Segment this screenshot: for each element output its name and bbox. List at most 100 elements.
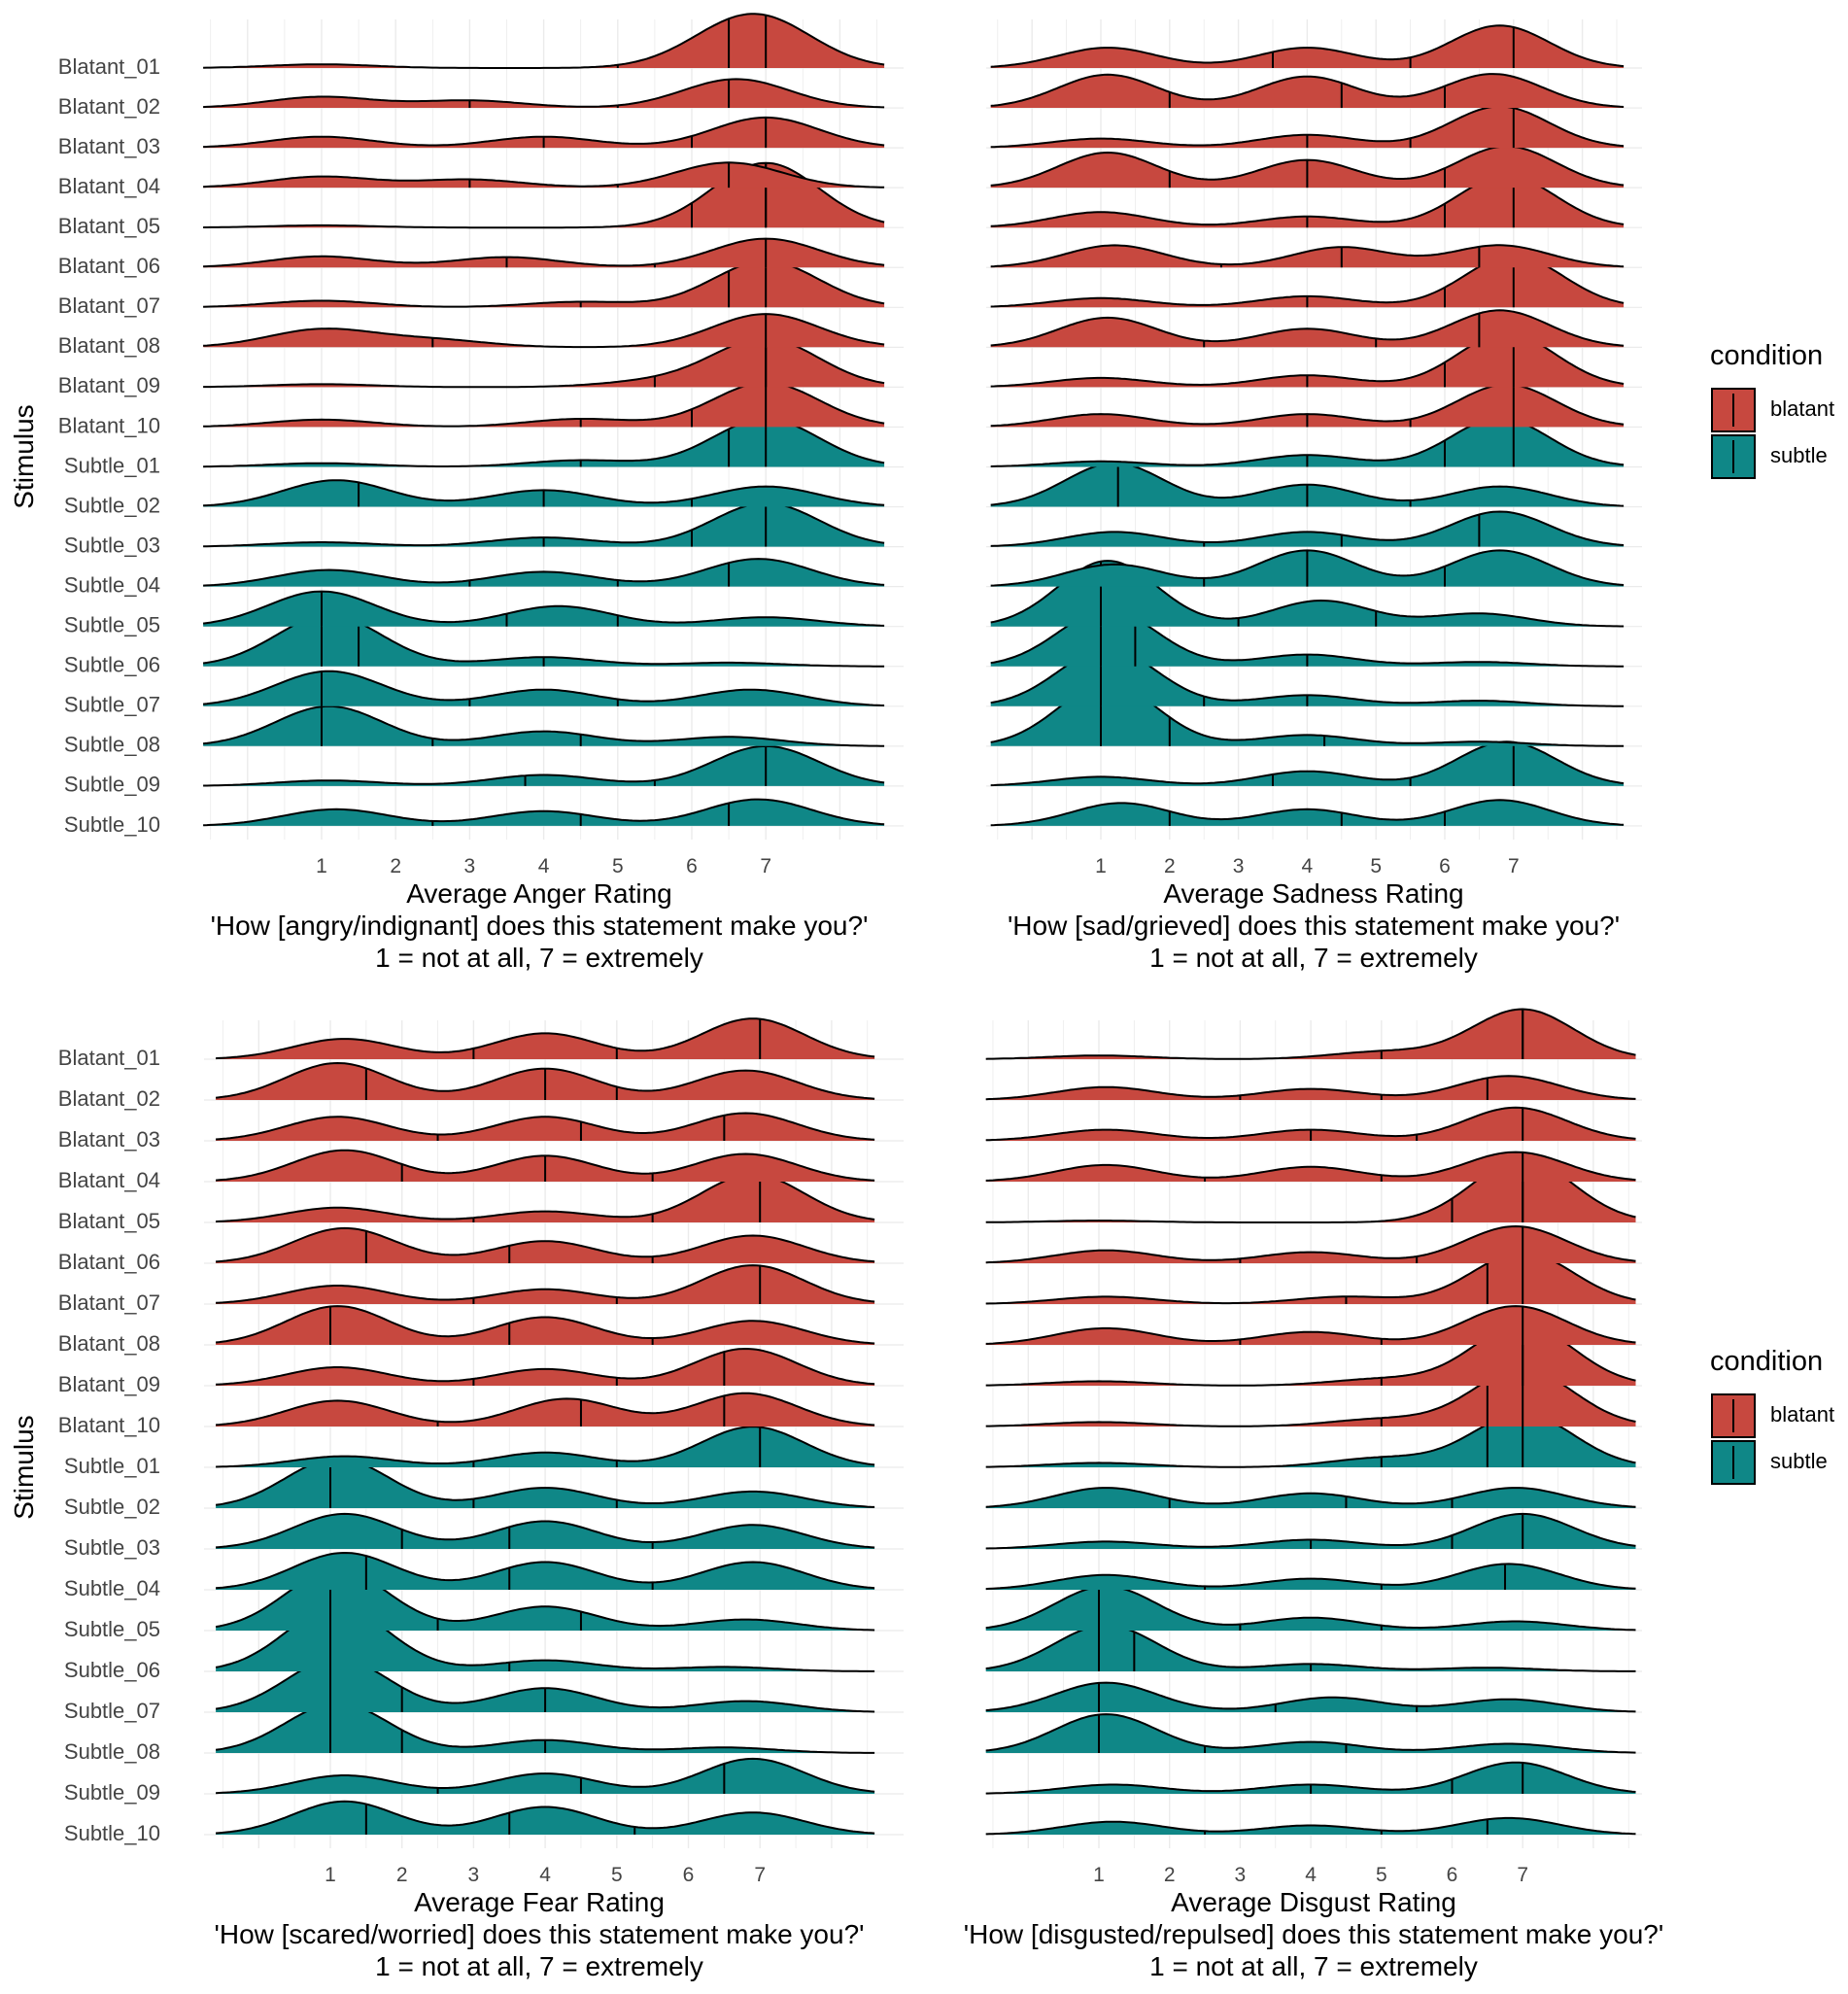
density-outline: [990, 73, 1625, 108]
density-outline: [990, 244, 1625, 268]
y-tick-label: Subtle_01: [64, 453, 160, 477]
y-tick-label: Blatant_01: [58, 1046, 160, 1070]
density-fill: [985, 1625, 1636, 1671]
y-tick-label: Subtle_04: [64, 1576, 160, 1600]
y-tick-label: Blatant_03: [58, 1127, 160, 1152]
panel-anger: Blatant_01 Blatant_02 Blatant_03 Blatant_04…: [9, 13, 904, 973]
y-axis-title: Stimulus: [9, 1415, 39, 1519]
density-fill: [216, 1265, 875, 1304]
y-tick-label: Blatant_08: [58, 333, 160, 358]
ridge-Blatant_03: [216, 1112, 875, 1141]
y-tick-label: Subtle_09: [64, 773, 160, 797]
x-tick-label: 7: [754, 1864, 766, 1886]
density-fill: [985, 1564, 1636, 1590]
density-fill: [985, 1159, 1636, 1222]
density-outline: [202, 590, 885, 627]
x-tick-label: 3: [1235, 1864, 1247, 1886]
density-outline: [985, 1008, 1636, 1060]
y-tick-label: Subtle_01: [64, 1454, 160, 1478]
x-tick-label: 6: [683, 1864, 695, 1886]
density-fill: [985, 1586, 1636, 1631]
y-tick-label: Subtle_02: [64, 1495, 160, 1519]
density-fill: [203, 799, 885, 826]
x-axis-question: 'How [scared/worried] does this statemen…: [215, 1919, 865, 1949]
y-axis-title: Stimulus: [9, 404, 39, 508]
density-outline: [216, 1264, 875, 1304]
ridge-Blatant_08: [203, 313, 885, 349]
density-fill: [990, 561, 1625, 627]
ridge-Blatant_06: [985, 1224, 1636, 1264]
density-outline: [203, 78, 885, 109]
ridge-Subtle_05: [202, 590, 885, 627]
density-fill: [990, 74, 1625, 108]
x-tick-label: 5: [1376, 1864, 1387, 1886]
density-fill: [203, 314, 885, 348]
density-outline: [985, 1563, 1636, 1591]
x-axis-scale-note: 1 = not at all, 7 = extremely: [1149, 943, 1478, 973]
density-fill: [990, 418, 1625, 467]
density-outline: [203, 237, 885, 268]
density-outline: [216, 1512, 875, 1549]
x-tick-label: 6: [686, 855, 698, 877]
ridge-Blatant_01: [985, 1008, 1636, 1060]
density-fill: [990, 683, 1625, 746]
density-outline: [985, 1487, 1636, 1508]
density-outline: [985, 1305, 1636, 1345]
ridge-Blatant_04: [985, 1151, 1636, 1182]
legend-key-blatant: blatant: [1711, 388, 1834, 432]
density-outline: [990, 309, 1625, 347]
ridge-Subtle_07: [985, 1681, 1636, 1713]
ridge-Subtle_03: [985, 1512, 1636, 1550]
density-fill: [985, 1252, 1636, 1304]
ridge-Subtle_03: [216, 1512, 875, 1549]
x-axis-title: Average Anger Rating: [406, 878, 671, 909]
x-tick-label: 7: [1517, 1864, 1528, 1886]
density-fill: [203, 260, 885, 308]
x-tick-label: 6: [1447, 1864, 1458, 1886]
density-fill: [203, 615, 885, 667]
legend-label: blatant: [1770, 1402, 1834, 1427]
x-tick-label: 2: [1164, 855, 1176, 877]
density-fill: [985, 1368, 1636, 1427]
ridge-Subtle_04: [203, 558, 885, 587]
density-fill: [990, 256, 1625, 308]
y-tick-label: Subtle_09: [64, 1780, 160, 1805]
y-tick-label: Blatant_06: [58, 1250, 160, 1274]
density-fill: [216, 1427, 875, 1467]
density-fill: [203, 162, 885, 189]
density-fill: [990, 511, 1625, 547]
ridge-Blatant_04: [216, 1149, 875, 1182]
x-tick-label: 5: [1370, 855, 1382, 877]
y-tick-label: Subtle_07: [64, 1699, 160, 1723]
ridge-Blatant_03: [985, 1106, 1636, 1142]
density-outline: [203, 161, 885, 229]
y-tick-label: Blatant_10: [58, 413, 160, 437]
y-tick-label: Blatant_04: [58, 174, 160, 198]
ridge-Subtle_02: [203, 479, 885, 507]
panel-fear: Blatant_01 Blatant_02 Blatant_03 Blatant_04…: [9, 1017, 904, 1981]
ridge-Blatant_09: [216, 1347, 875, 1386]
x-tick-label: 5: [611, 1864, 623, 1886]
density-fill: [990, 25, 1625, 68]
density-fill: [203, 745, 885, 786]
density-fill: [216, 1658, 875, 1712]
density-fill: [985, 1513, 1636, 1549]
ridge-Subtle_04: [985, 1563, 1636, 1591]
density-outline: [203, 558, 885, 587]
density-fill: [203, 338, 885, 388]
x-axis-scale-note: 1 = not at all, 7 = extremely: [375, 943, 703, 973]
density-fill: [216, 1227, 875, 1263]
legend-key-subtle: subtle: [1711, 434, 1828, 479]
y-tick-label: Subtle_08: [64, 733, 160, 757]
x-axis-question: 'How [angry/indignant] does this stateme…: [211, 911, 869, 941]
y-tick-label: Subtle_03: [64, 1535, 160, 1560]
density-fill: [985, 1107, 1636, 1141]
density-outline: [216, 1347, 875, 1386]
legend-label: subtle: [1770, 443, 1828, 467]
x-tick-label: 3: [464, 855, 476, 877]
legend-key-blatant: blatant: [1711, 1393, 1834, 1438]
y-tick-label: Subtle_05: [64, 613, 160, 637]
ridge-Blatant_02: [215, 1061, 875, 1100]
density-fill: [203, 670, 885, 706]
ridge-Blatant_02: [990, 73, 1625, 109]
